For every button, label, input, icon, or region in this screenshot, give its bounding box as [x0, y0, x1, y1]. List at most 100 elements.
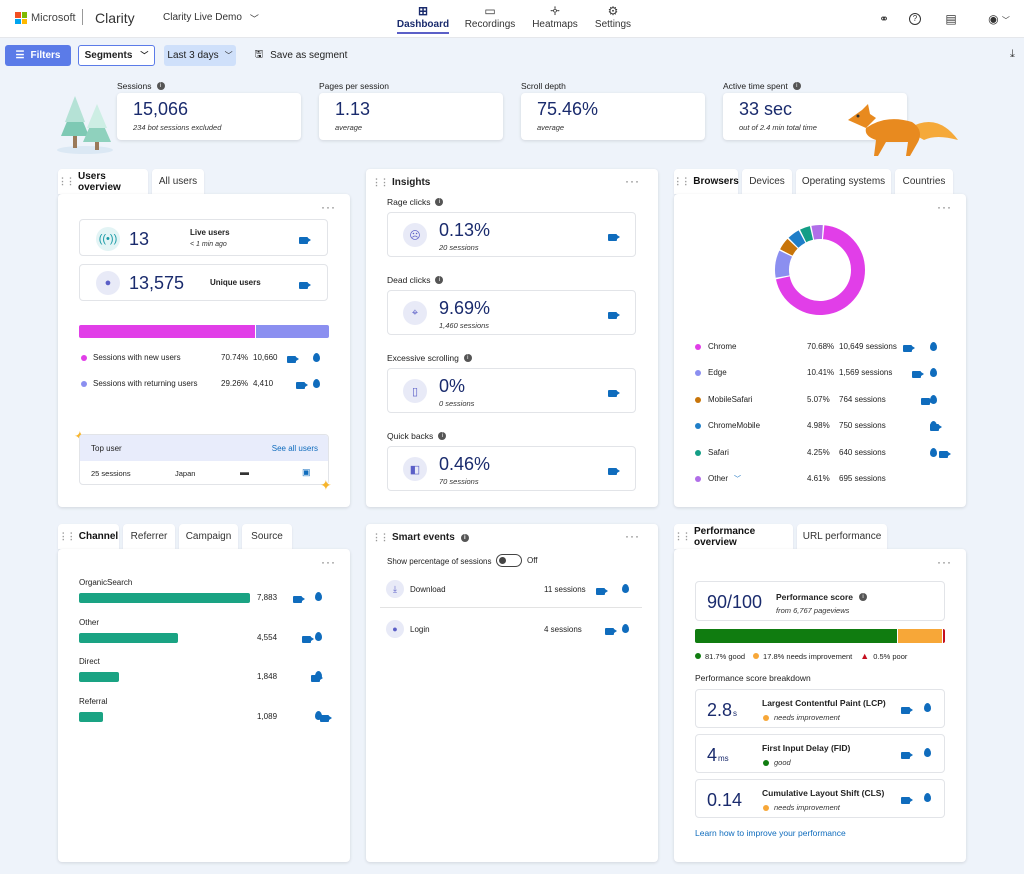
recordings-icon[interactable]	[901, 707, 913, 714]
heatmap-icon[interactable]	[930, 447, 937, 457]
recordings-icon[interactable]	[912, 371, 924, 379]
more-options-icon[interactable]: ···	[937, 555, 952, 569]
channel-bar[interactable]	[79, 672, 119, 682]
tab-users-overview[interactable]: ⋮⋮ Users overview	[58, 169, 148, 194]
channel-bar[interactable]	[79, 593, 250, 603]
recordings-icon[interactable]	[299, 237, 311, 244]
metric-card[interactable]: 1.13 average	[319, 93, 503, 140]
insight-box[interactable]: ▯ 0% 0 sessions	[387, 368, 636, 413]
recordings-icon[interactable]	[903, 345, 915, 352]
recordings-icon[interactable]	[608, 234, 620, 241]
insight-box[interactable]: ⌖ 9.69% 1,460 sessions	[387, 290, 636, 335]
improve-performance-link[interactable]: Learn how to improve your performance	[695, 828, 846, 838]
heatmap-icon[interactable]	[313, 379, 320, 388]
recordings-icon[interactable]	[608, 390, 620, 397]
filters-button[interactable]: ☰ Filters	[5, 45, 71, 66]
tab-channel[interactable]: ⋮⋮ Channel	[58, 524, 119, 549]
heatmap-icon[interactable]	[622, 584, 629, 593]
see-all-users-link[interactable]: See all users	[271, 444, 318, 453]
metric-breakdown-box[interactable]: 2.8s Largest Contentful Paint (LCP) needs …	[695, 689, 945, 728]
recordings-icon[interactable]	[302, 635, 314, 643]
chevron-down-icon[interactable]: ﹀	[734, 476, 742, 483]
info-icon[interactable]: i	[438, 432, 447, 440]
heatmap-icon[interactable]	[930, 394, 937, 404]
recordings-icon[interactable]	[299, 282, 311, 289]
recordings-icon[interactable]	[605, 628, 617, 635]
metric-breakdown-box[interactable]: 4ms First Input Delay (FID) good	[695, 734, 945, 773]
nav-recordings[interactable]: ▭ Recordings	[461, 4, 519, 30]
donut-slice-edge[interactable]	[775, 250, 793, 278]
drag-handle-icon[interactable]: ⋮⋮	[673, 176, 690, 186]
recordings-icon[interactable]	[939, 450, 951, 458]
help-icon[interactable]: ?	[909, 13, 921, 25]
product-name[interactable]: Clarity	[95, 10, 135, 26]
save-segment-button[interactable]: 🖫 Save as segment	[252, 45, 350, 66]
heatmap-icon[interactable]	[924, 793, 931, 802]
tab-operating-systems[interactable]: Operating systems	[796, 169, 891, 194]
share-icon[interactable]: ⚭	[878, 12, 890, 26]
document-icon[interactable]: ▤	[945, 12, 957, 26]
channel-bar[interactable]	[79, 632, 178, 643]
recordings-icon[interactable]	[921, 397, 933, 405]
nav-settings[interactable]: ⚙ Settings	[584, 4, 642, 30]
profile-card-icon[interactable]: ▣	[302, 467, 311, 477]
tab-campaign[interactable]: Campaign	[179, 524, 238, 549]
info-icon[interactable]: i	[156, 82, 165, 90]
recordings-icon[interactable]	[293, 596, 305, 603]
metric-breakdown-box[interactable]: 0.14 Cumulative Layout Shift (CLS) needs i…	[695, 779, 945, 818]
heatmap-icon[interactable]	[313, 353, 320, 362]
info-icon[interactable]: i	[859, 593, 867, 601]
account-menu[interactable]: ◉ ﹀	[985, 11, 1013, 27]
drag-handle-icon[interactable]: ⋮⋮	[58, 176, 75, 186]
info-icon[interactable]: i	[435, 198, 444, 206]
more-options-icon[interactable]: ···	[625, 174, 640, 188]
info-icon[interactable]: i	[463, 354, 472, 362]
recordings-icon[interactable]	[901, 752, 913, 759]
info-icon[interactable]: i	[460, 533, 469, 542]
donut-slice-other[interactable]	[811, 225, 823, 240]
tab-performance-overview[interactable]: ⋮⋮ Performance overview	[674, 524, 793, 549]
more-options-icon[interactable]: ···	[937, 200, 952, 214]
more-options-icon[interactable]: ···	[321, 555, 336, 569]
tab-source[interactable]: Source	[242, 524, 292, 549]
nav-dashboard[interactable]: ⊞ Dashboard	[394, 4, 452, 30]
heatmap-icon[interactable]	[315, 631, 322, 641]
heatmap-icon[interactable]	[315, 671, 322, 680]
project-selector[interactable]: Clarity Live Demo ﹀	[163, 12, 259, 25]
tab-countries[interactable]: Countries	[895, 169, 953, 194]
tab-all-users[interactable]: All users	[152, 169, 204, 194]
channel-bar[interactable]	[79, 711, 103, 722]
metric-card[interactable]: 75.46% average	[521, 93, 705, 140]
date-range-button[interactable]: Last 3 days ﹀	[164, 45, 236, 66]
tab-browsers[interactable]: ⋮⋮ Browsers	[673, 169, 739, 194]
recordings-icon[interactable]	[320, 714, 332, 722]
more-options-icon[interactable]: ···	[321, 200, 336, 214]
heatmap-icon[interactable]	[930, 368, 937, 378]
heatmap-icon[interactable]	[315, 592, 322, 601]
segments-button[interactable]: Segments ﹀	[78, 45, 155, 66]
info-icon[interactable]: i	[435, 276, 444, 284]
insight-box[interactable]: ◧ 0.46% 70 sessions	[387, 446, 636, 491]
heatmap-icon[interactable]	[315, 710, 322, 720]
drag-handle-icon[interactable]: ⋮⋮	[674, 531, 691, 541]
percentage-toggle[interactable]	[496, 554, 522, 567]
recordings-icon[interactable]	[296, 382, 308, 389]
heatmap-icon[interactable]	[930, 421, 937, 431]
download-icon[interactable]: ⤓	[1010, 48, 1015, 60]
insight-box[interactable]: ☹ 0.13% 20 sessions	[387, 212, 636, 257]
donut-slice-chrome[interactable]	[775, 225, 865, 315]
tab-referrer[interactable]: Referrer	[123, 524, 175, 549]
drag-handle-icon[interactable]: ⋮⋮	[58, 531, 76, 541]
recordings-icon[interactable]	[608, 468, 620, 475]
donut-slice-chromemobile[interactable]	[788, 230, 806, 248]
recordings-icon[interactable]	[596, 588, 608, 595]
recordings-icon[interactable]	[608, 312, 620, 319]
heatmap-icon[interactable]	[930, 342, 937, 351]
heatmap-icon[interactable]	[924, 703, 931, 712]
info-icon[interactable]: i	[792, 82, 801, 90]
heatmap-icon[interactable]	[924, 748, 931, 757]
drag-handle-icon[interactable]: ⋮⋮	[372, 532, 389, 542]
nav-heatmaps[interactable]: 🝊 Heatmaps	[526, 4, 584, 30]
recordings-icon[interactable]	[901, 797, 913, 804]
more-options-icon[interactable]: ···	[625, 529, 640, 543]
